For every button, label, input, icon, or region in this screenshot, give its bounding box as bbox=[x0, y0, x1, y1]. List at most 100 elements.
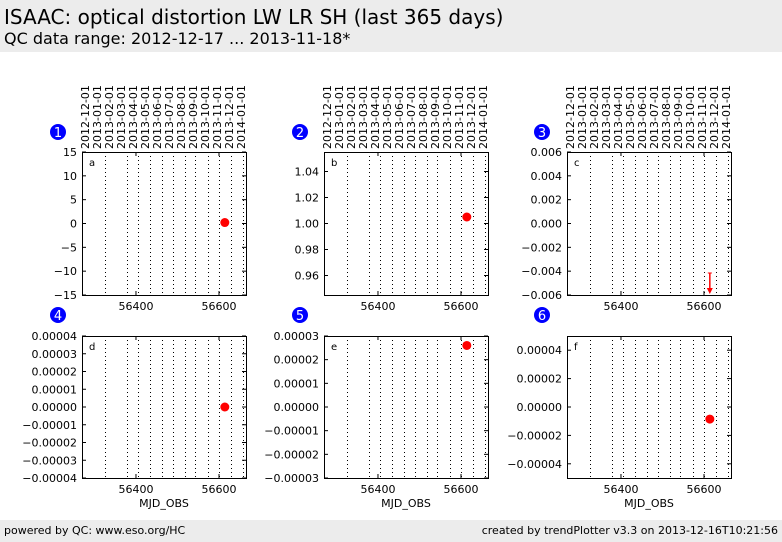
date-tick-label: 2013-06-01 bbox=[151, 85, 164, 149]
y-tick-label: 0 bbox=[70, 218, 77, 231]
y-tick-label: −0.00004 bbox=[507, 458, 562, 471]
date-tick-label: 2013-09-01 bbox=[672, 85, 685, 149]
y-tick-label: −0.00002 bbox=[22, 437, 77, 450]
y-tick-label: −0.00001 bbox=[22, 419, 77, 432]
chart-panel-2: 1.04 1.02 1.00 0.98 0.96 56400 56600 2012-12-01… bbox=[292, 85, 490, 313]
y-tick-label: 0.00004 bbox=[517, 344, 563, 357]
date-tick-label: 2013-10-01 bbox=[684, 85, 697, 149]
data-point bbox=[705, 414, 715, 424]
date-tick-label: 2012-12-01 bbox=[79, 85, 92, 149]
date-tick-label: 2013-07-01 bbox=[648, 85, 661, 149]
date-tick-label: 2013-06-01 bbox=[636, 85, 649, 149]
x-tick-label: 56600 bbox=[687, 300, 722, 313]
panel-number-badge bbox=[50, 124, 66, 140]
panel-number: 1 bbox=[54, 126, 62, 141]
y-tick-label: −0.004 bbox=[521, 265, 562, 278]
date-tick-label: 2013-03-01 bbox=[600, 85, 613, 149]
x-axis-label: MJD_OBS bbox=[381, 497, 431, 510]
header-bar: ISAAC: optical distortion LW LR SH (last… bbox=[0, 0, 782, 52]
data-point bbox=[220, 218, 230, 228]
y-tick-label: −10 bbox=[54, 265, 77, 278]
date-tick-label: 2013-11-01 bbox=[453, 85, 466, 149]
y-tick-label: 0.00000 bbox=[274, 401, 320, 414]
footer-credit: powered by QC: www.eso.org/HC bbox=[4, 524, 186, 537]
footer-bar: powered by QC: www.eso.org/HC created by… bbox=[0, 520, 782, 542]
panel-letter: e bbox=[331, 342, 337, 353]
page-title: ISAAC: optical distortion LW LR SH (last… bbox=[4, 5, 504, 29]
footer-generator: created by trendPlotter v3.3 on 2013-12-… bbox=[481, 524, 778, 537]
y-tick-label: 0.00001 bbox=[274, 377, 320, 390]
panel-letter: a bbox=[89, 158, 95, 169]
date-tick-label: 2013-01-01 bbox=[333, 85, 346, 149]
y-tick-label: −15 bbox=[54, 289, 77, 302]
x-tick-label: 56400 bbox=[360, 483, 395, 496]
date-tick-label: 2013-08-01 bbox=[417, 85, 430, 149]
date-tick-label: 2013-01-01 bbox=[91, 85, 104, 149]
date-tick-label: 2013-08-01 bbox=[175, 85, 188, 149]
date-tick-label: 2013-03-01 bbox=[115, 85, 128, 149]
x-tick-label: 56400 bbox=[603, 300, 638, 313]
date-tick-label: 2013-07-01 bbox=[163, 85, 176, 149]
y-tick-label: 0.00002 bbox=[274, 354, 320, 367]
date-tick-label: 2013-02-01 bbox=[103, 85, 116, 149]
date-tick-label: 2013-02-01 bbox=[345, 85, 358, 149]
panel-number: 5 bbox=[296, 309, 304, 324]
chart-panel-3: 0.006 0.004 0.002 0.000 −0.002 −0.004 −0.006 56… bbox=[521, 85, 733, 313]
date-tick-label: 2014-01-01 bbox=[720, 85, 733, 149]
panel-number: 6 bbox=[538, 309, 546, 324]
x-tick-label: 56400 bbox=[118, 300, 153, 313]
panel-number: 4 bbox=[54, 309, 62, 324]
date-tick-label: 2013-09-01 bbox=[187, 85, 200, 149]
plot-frame bbox=[567, 152, 732, 296]
panel-number: 3 bbox=[538, 126, 546, 141]
date-tick-label: 2013-04-01 bbox=[612, 85, 625, 149]
y-tick-label: 0.98 bbox=[295, 244, 320, 257]
chart-panel-5: 0.00003 0.00002 0.00001 0.00000 −0.00001 −0.0… bbox=[264, 307, 489, 510]
y-tick-label: 1.00 bbox=[295, 218, 320, 231]
date-tick-label: 2013-11-01 bbox=[696, 85, 709, 149]
y-tick-label: 1.02 bbox=[295, 192, 320, 205]
panel-letter: c bbox=[574, 158, 580, 169]
panel-letter: f bbox=[574, 342, 578, 353]
panel-number-badge bbox=[534, 307, 550, 323]
date-tick-label: 2013-11-01 bbox=[211, 85, 224, 149]
date-tick-label: 2013-07-01 bbox=[405, 85, 418, 149]
date-tick-label: 2013-06-01 bbox=[393, 85, 406, 149]
panel-letter: b bbox=[331, 158, 337, 169]
y-tick-label: 0.00003 bbox=[274, 330, 320, 343]
y-tick-label: −5 bbox=[61, 241, 77, 254]
date-tick-label: 2013-12-01 bbox=[465, 85, 478, 149]
x-tick-label: 56600 bbox=[202, 483, 237, 496]
date-tick-label: 2013-09-01 bbox=[429, 85, 442, 149]
y-tick-label: −0.006 bbox=[521, 289, 562, 302]
date-tick-label: 2013-05-01 bbox=[381, 85, 394, 149]
x-tick-label: 56600 bbox=[444, 483, 479, 496]
date-tick-label: 2013-08-01 bbox=[660, 85, 673, 149]
date-tick-label: 2013-10-01 bbox=[199, 85, 212, 149]
data-point bbox=[462, 340, 472, 350]
date-tick-label: 2013-04-01 bbox=[369, 85, 382, 149]
panel-number-badge bbox=[534, 124, 550, 140]
date-tick-label: 2013-12-01 bbox=[708, 85, 721, 149]
y-tick-label: 0.00002 bbox=[517, 373, 563, 386]
date-tick-label: 2013-01-01 bbox=[576, 85, 589, 149]
y-tick-label: −0.00002 bbox=[264, 448, 319, 461]
date-tick-label: 2013-12-01 bbox=[223, 85, 236, 149]
y-tick-label: 5 bbox=[70, 194, 77, 207]
y-tick-label: 0.00000 bbox=[32, 401, 78, 414]
y-tick-label: 0.006 bbox=[531, 146, 563, 159]
date-tick-label: 2013-10-01 bbox=[441, 85, 454, 149]
y-tick-label: −0.002 bbox=[521, 241, 562, 254]
y-tick-label: −0.00003 bbox=[22, 454, 77, 467]
y-tick-label: −0.00002 bbox=[507, 429, 562, 442]
y-tick-label: 0.00002 bbox=[32, 366, 78, 379]
y-tick-label: 0.96 bbox=[295, 270, 320, 283]
date-tick-label: 2013-02-01 bbox=[588, 85, 601, 149]
plot-frame bbox=[567, 336, 732, 479]
date-tick-label: 2014-01-01 bbox=[477, 85, 490, 149]
plot-frame bbox=[324, 152, 489, 296]
x-axis-label: MJD_OBS bbox=[139, 497, 189, 510]
panel-number-badge bbox=[292, 124, 308, 140]
date-tick-label: 2013-04-01 bbox=[127, 85, 140, 149]
